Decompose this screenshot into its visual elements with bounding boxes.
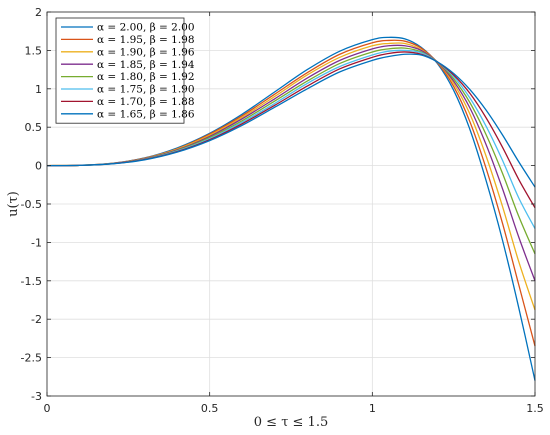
x-axis-label: 0 ≤ τ ≤ 1.5 <box>254 415 328 430</box>
y-axis-label: u(τ) <box>6 191 21 217</box>
legend-entry-3: α = 1.90, β = 1.96 <box>97 46 195 58</box>
y-tick-label: -1 <box>31 236 42 249</box>
y-tick-label: 0 <box>35 160 42 173</box>
legend: α = 2.00, β = 2.00α = 1.95, β = 1.98α = … <box>55 17 195 124</box>
x-tick-label: 1 <box>369 402 376 415</box>
y-tick-label: -3 <box>31 390 42 403</box>
legend-entry-1: α = 2.00, β = 2.00 <box>97 22 195 34</box>
y-tick-label: -2.5 <box>21 352 42 365</box>
y-tick-label: -0.5 <box>21 198 42 211</box>
legend-entry-8: α = 1.65, β = 1.86 <box>97 108 195 120</box>
legend-entry-4: α = 1.85, β = 1.94 <box>97 59 195 71</box>
axis-ticks: 0 0.5 1 1.5 2 1.5 1 0.5 0 -0.5 -1 -1.5 -2 -2.5 -3 <box>21 6 544 415</box>
y-tick-label: -2 <box>31 313 42 326</box>
legend-entry-6: α = 1.75, β = 1.90 <box>97 84 195 96</box>
plot-series-group <box>46 36 536 381</box>
legend-entry-5: α = 1.80, β = 1.92 <box>97 71 195 83</box>
series-line-8 <box>46 53 536 188</box>
y-tick-label: 1.5 <box>25 44 43 57</box>
y-tick-label: -1.5 <box>21 275 42 288</box>
legend-box <box>55 17 185 124</box>
y-tick-label: 2 <box>35 6 42 19</box>
x-tick-label: 0 <box>44 402 51 415</box>
x-tick-label: 1.5 <box>526 402 544 415</box>
x-tick-label: 0.5 <box>201 402 219 415</box>
y-tick-label: 1 <box>35 83 42 96</box>
legend-entry-7: α = 1.70, β = 1.88 <box>97 96 195 108</box>
y-tick-label: 0.5 <box>25 121 43 134</box>
legend-entry-2: α = 1.95, β = 1.98 <box>97 34 195 46</box>
